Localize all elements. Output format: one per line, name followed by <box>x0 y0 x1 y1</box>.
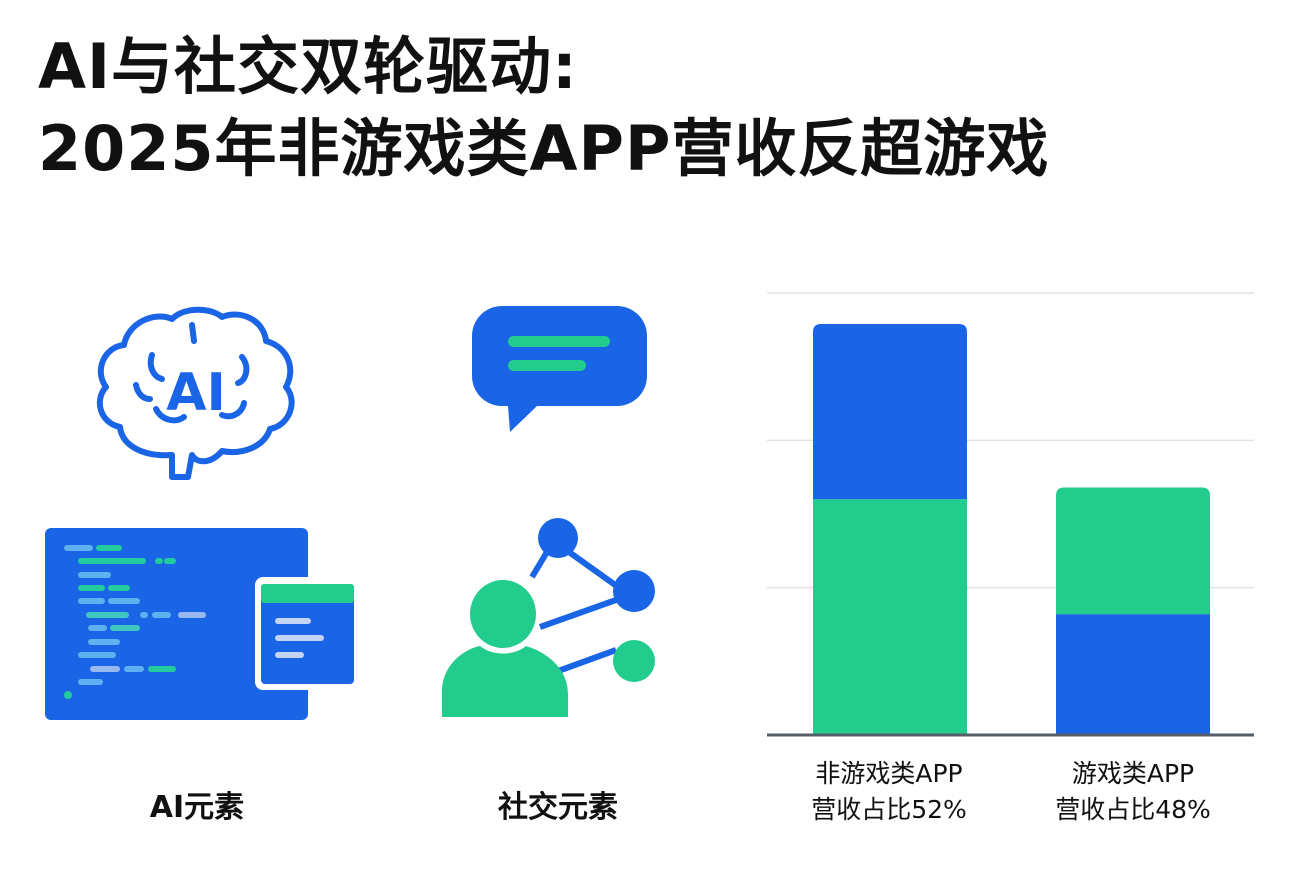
category-label-game: 游戏类APP 营收占比48% <box>1013 756 1253 828</box>
caption-social: 社交元素 <box>498 790 618 825</box>
stacked-bar-chart <box>767 292 1254 737</box>
title-line-1: AI与社交双轮驱动: <box>38 30 578 103</box>
bar-segment <box>1056 614 1210 735</box>
brain-ai-text: AI <box>166 363 226 423</box>
ai-brain-icon: AI <box>96 306 295 480</box>
bar-segment <box>1056 487 1210 615</box>
social-network-icon <box>442 518 655 717</box>
category-label-line2: 营收占比48% <box>1055 795 1211 824</box>
chat-bubble-icon <box>472 306 647 432</box>
category-label-non-game: 非游戏类APP 营收占比52% <box>769 756 1009 828</box>
bar-segment <box>813 323 967 500</box>
category-label-line1: 非游戏类APP <box>815 759 963 788</box>
bar-segment <box>813 499 967 735</box>
category-label-line2: 营收占比52% <box>811 795 967 824</box>
category-label-line1: 游戏类APP <box>1071 759 1195 788</box>
title-line-2: 2025年非游戏类APP营收反超游戏 <box>38 112 1050 185</box>
code-window-icon <box>45 528 356 720</box>
caption-ai: AI元素 <box>149 790 245 825</box>
